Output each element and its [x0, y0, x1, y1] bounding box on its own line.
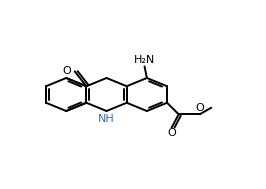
- Text: O: O: [167, 129, 176, 139]
- Text: O: O: [195, 103, 204, 113]
- Text: H₂N: H₂N: [134, 55, 155, 65]
- Text: O: O: [63, 66, 72, 76]
- Text: NH: NH: [98, 114, 115, 124]
